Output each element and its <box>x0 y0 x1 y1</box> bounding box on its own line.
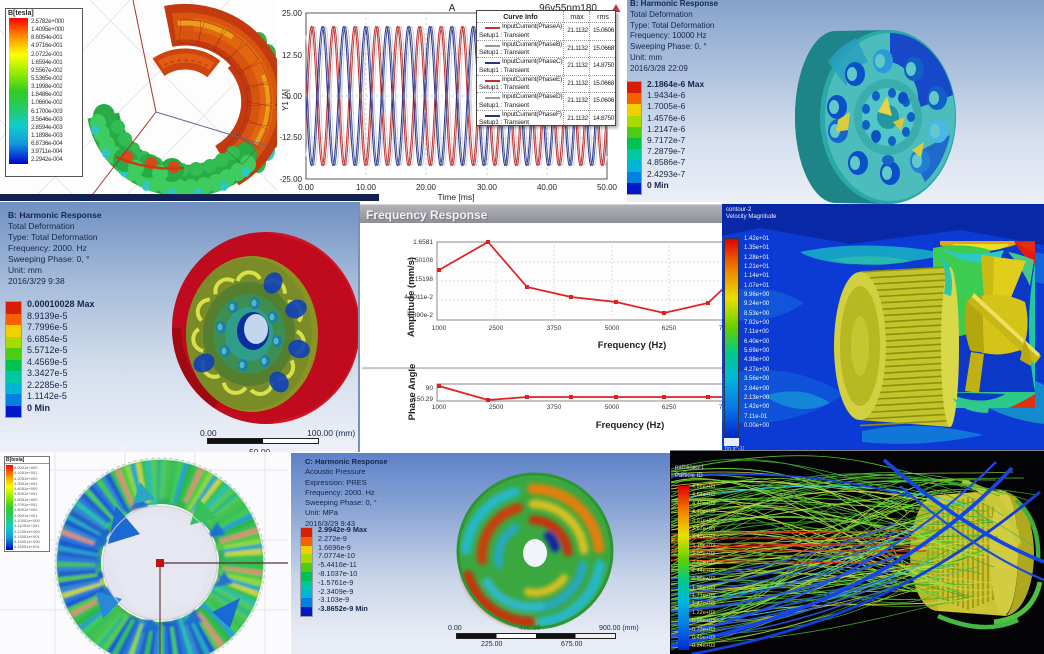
svg-text:Time [ms]: Time [ms] <box>438 192 475 202</box>
svg-text:2500: 2500 <box>489 325 504 332</box>
svg-text:5000: 5000 <box>605 404 620 411</box>
svg-text:M1Y: M1Y <box>274 96 277 113</box>
svg-text:0.00: 0.00 <box>286 92 302 101</box>
svg-text:Frequency (Hz): Frequency (Hz) <box>598 340 667 351</box>
svg-text:0.00: 0.00 <box>298 183 314 192</box>
svg-text:4.6011e-2: 4.6011e-2 <box>404 294 433 301</box>
svg-text:3750: 3750 <box>547 325 562 332</box>
svg-text:Frequency (Hz): Frequency (Hz) <box>596 420 665 431</box>
svg-text:30.00: 30.00 <box>477 183 498 192</box>
svg-text:A: A <box>449 3 456 14</box>
svg-text:7500: 7500 <box>719 325 722 332</box>
svg-text:-150.29: -150.29 <box>411 396 433 403</box>
svg-text:1.6581: 1.6581 <box>413 239 433 246</box>
svg-text:Phase Angle: Phase Angle <box>407 364 418 421</box>
svg-text:90: 90 <box>426 385 434 392</box>
svg-text:12.50: 12.50 <box>282 51 303 60</box>
svg-text:1000: 1000 <box>432 325 447 332</box>
svg-text:6250: 6250 <box>662 404 677 411</box>
svg-text:40.00: 40.00 <box>537 183 558 192</box>
svg-text:3750: 3750 <box>547 404 562 411</box>
svg-text:1.390e-2: 1.390e-2 <box>407 312 433 319</box>
svg-text:2500: 2500 <box>489 404 504 411</box>
svg-text:96v55nm180: 96v55nm180 <box>539 3 597 14</box>
svg-text:50.00: 50.00 <box>597 183 618 192</box>
svg-text:25.00: 25.00 <box>282 9 303 18</box>
svg-text:20.00: 20.00 <box>416 183 437 192</box>
svg-text:7500: 7500 <box>719 404 722 411</box>
svg-text:5000: 5000 <box>605 325 620 332</box>
svg-text:10.00: 10.00 <box>356 183 377 192</box>
svg-text:1000: 1000 <box>432 404 447 411</box>
svg-text:-12.50: -12.50 <box>279 133 302 142</box>
svg-text:6250: 6250 <box>662 325 677 332</box>
svg-text:Amplitude (mm/s): Amplitude (mm/s) <box>406 257 417 337</box>
svg-text:0.50108: 0.50108 <box>410 257 434 264</box>
svg-text:Y1 [A]: Y1 [A] <box>281 89 290 111</box>
svg-text:0.15198: 0.15198 <box>410 276 434 283</box>
svg-text:-25.00: -25.00 <box>279 175 302 184</box>
